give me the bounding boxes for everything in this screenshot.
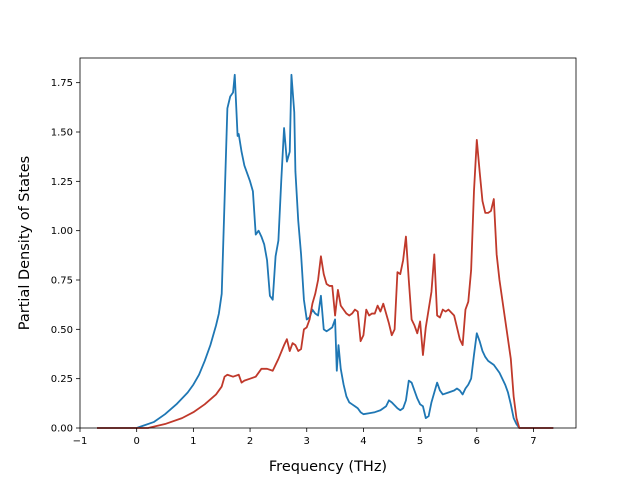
y-tick-label: 1.75 — [51, 78, 73, 89]
y-tick-label: 0.00 — [51, 424, 73, 435]
plot-layer — [97, 73, 554, 429]
y-tick-label: 0.75 — [51, 276, 73, 287]
x-tick-label: 5 — [417, 436, 423, 447]
y-tick-label: 1.25 — [51, 177, 73, 188]
ticks-layer: −1 0 1 2 3 4 5 6 7 0.00 0.25 0.50 0.75 1.00 1.25 1.50 1.… — [51, 78, 537, 447]
x-tick-label: 7 — [530, 436, 536, 447]
x-tick-label: 3 — [304, 436, 310, 447]
x-tick-label: 6 — [474, 436, 480, 447]
axes-frame — [79, 57, 577, 429]
y-axis-label: Partial Density of States — [17, 156, 33, 330]
y-tick-label: 0.25 — [51, 374, 73, 385]
series-line-2 — [97, 138, 554, 429]
x-tick-label: 4 — [360, 436, 366, 447]
series-line-1 — [97, 73, 554, 429]
x-tick-label: 0 — [133, 436, 139, 447]
y-tick-label: 0.50 — [51, 325, 73, 336]
y-tick-label: 1.00 — [51, 226, 73, 237]
x-axis-label: Frequency (THz) — [269, 459, 387, 475]
x-tick-label: −1 — [73, 436, 88, 447]
x-tick-label: 1 — [190, 436, 196, 447]
x-tick-label: 2 — [247, 436, 253, 447]
y-tick-label: 1.50 — [51, 128, 73, 139]
